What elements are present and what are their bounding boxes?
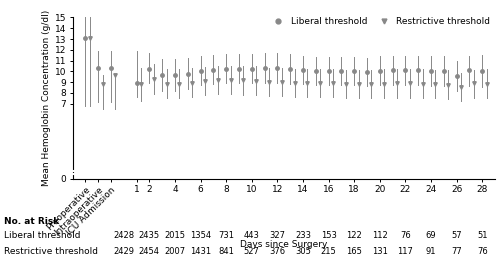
- Text: 233: 233: [295, 231, 311, 240]
- Text: 2428: 2428: [113, 231, 134, 240]
- Y-axis label: Mean Hemoglobin Concentration (g/dl): Mean Hemoglobin Concentration (g/dl): [42, 10, 50, 186]
- Text: Restrictive threshold: Restrictive threshold: [4, 247, 98, 256]
- Text: 165: 165: [346, 247, 362, 256]
- Text: 76: 76: [477, 247, 488, 256]
- Text: 69: 69: [426, 231, 436, 240]
- Text: 112: 112: [372, 231, 388, 240]
- Text: 57: 57: [452, 231, 462, 240]
- Text: 51: 51: [477, 231, 488, 240]
- Text: 2015: 2015: [164, 231, 186, 240]
- Legend: Liberal threshold, Restrictive threshold: Liberal threshold, Restrictive threshold: [270, 17, 490, 26]
- Text: 443: 443: [244, 231, 260, 240]
- Text: 1431: 1431: [190, 247, 211, 256]
- Text: 122: 122: [346, 231, 362, 240]
- Text: 2454: 2454: [139, 247, 160, 256]
- Text: 117: 117: [398, 247, 413, 256]
- Text: 527: 527: [244, 247, 260, 256]
- Text: 1354: 1354: [190, 231, 211, 240]
- X-axis label: Days since Surgery: Days since Surgery: [240, 240, 328, 249]
- Text: 215: 215: [320, 247, 336, 256]
- Text: 2435: 2435: [139, 231, 160, 240]
- Text: 327: 327: [270, 231, 285, 240]
- Text: No. at Risk: No. at Risk: [4, 217, 59, 225]
- Text: 731: 731: [218, 231, 234, 240]
- Text: 153: 153: [320, 231, 336, 240]
- Text: 131: 131: [372, 247, 388, 256]
- Text: Liberal threshold: Liberal threshold: [4, 231, 80, 240]
- Text: 376: 376: [270, 247, 285, 256]
- Text: 2007: 2007: [164, 247, 186, 256]
- Text: 76: 76: [400, 231, 411, 240]
- Text: 91: 91: [426, 247, 436, 256]
- Text: 841: 841: [218, 247, 234, 256]
- Text: 77: 77: [451, 247, 462, 256]
- Text: 2429: 2429: [113, 247, 134, 256]
- Text: 305: 305: [295, 247, 311, 256]
